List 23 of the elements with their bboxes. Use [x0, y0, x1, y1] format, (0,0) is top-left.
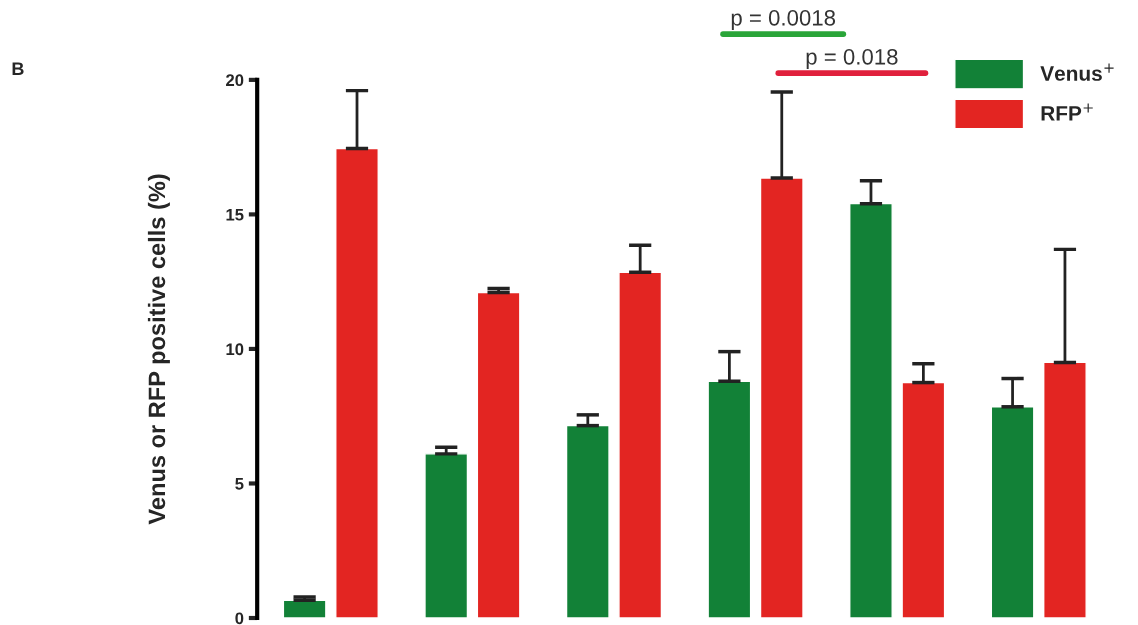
bar: [707, 380, 752, 618]
y-tick-label: 15: [226, 208, 244, 221]
bar: [565, 424, 610, 618]
bar: [476, 291, 521, 618]
bar: [990, 406, 1035, 618]
bar: [335, 147, 379, 618]
legend-label: RFP$^{+}$: [1041, 103, 1093, 121]
bar: [1043, 361, 1087, 618]
legend-label: Venus$^{+}$: [1040, 63, 1114, 81]
y-axis-title: Venus or RFP positive cells (%): [147, 174, 170, 525]
text: p = 0.018: [806, 48, 898, 70]
y-tick-label: 10: [226, 343, 244, 356]
bar: [618, 271, 663, 618]
y-tick-label: 20: [226, 74, 244, 87]
bar: [849, 202, 893, 618]
bar: [424, 453, 469, 618]
bar: [759, 177, 804, 618]
text: p = 0.0018: [731, 9, 836, 31]
text: B: [12, 62, 24, 75]
bar: [901, 381, 946, 618]
y-tick-label: 0: [235, 612, 244, 625]
y-tick-label: 5: [235, 478, 244, 490]
bar: [282, 599, 327, 618]
